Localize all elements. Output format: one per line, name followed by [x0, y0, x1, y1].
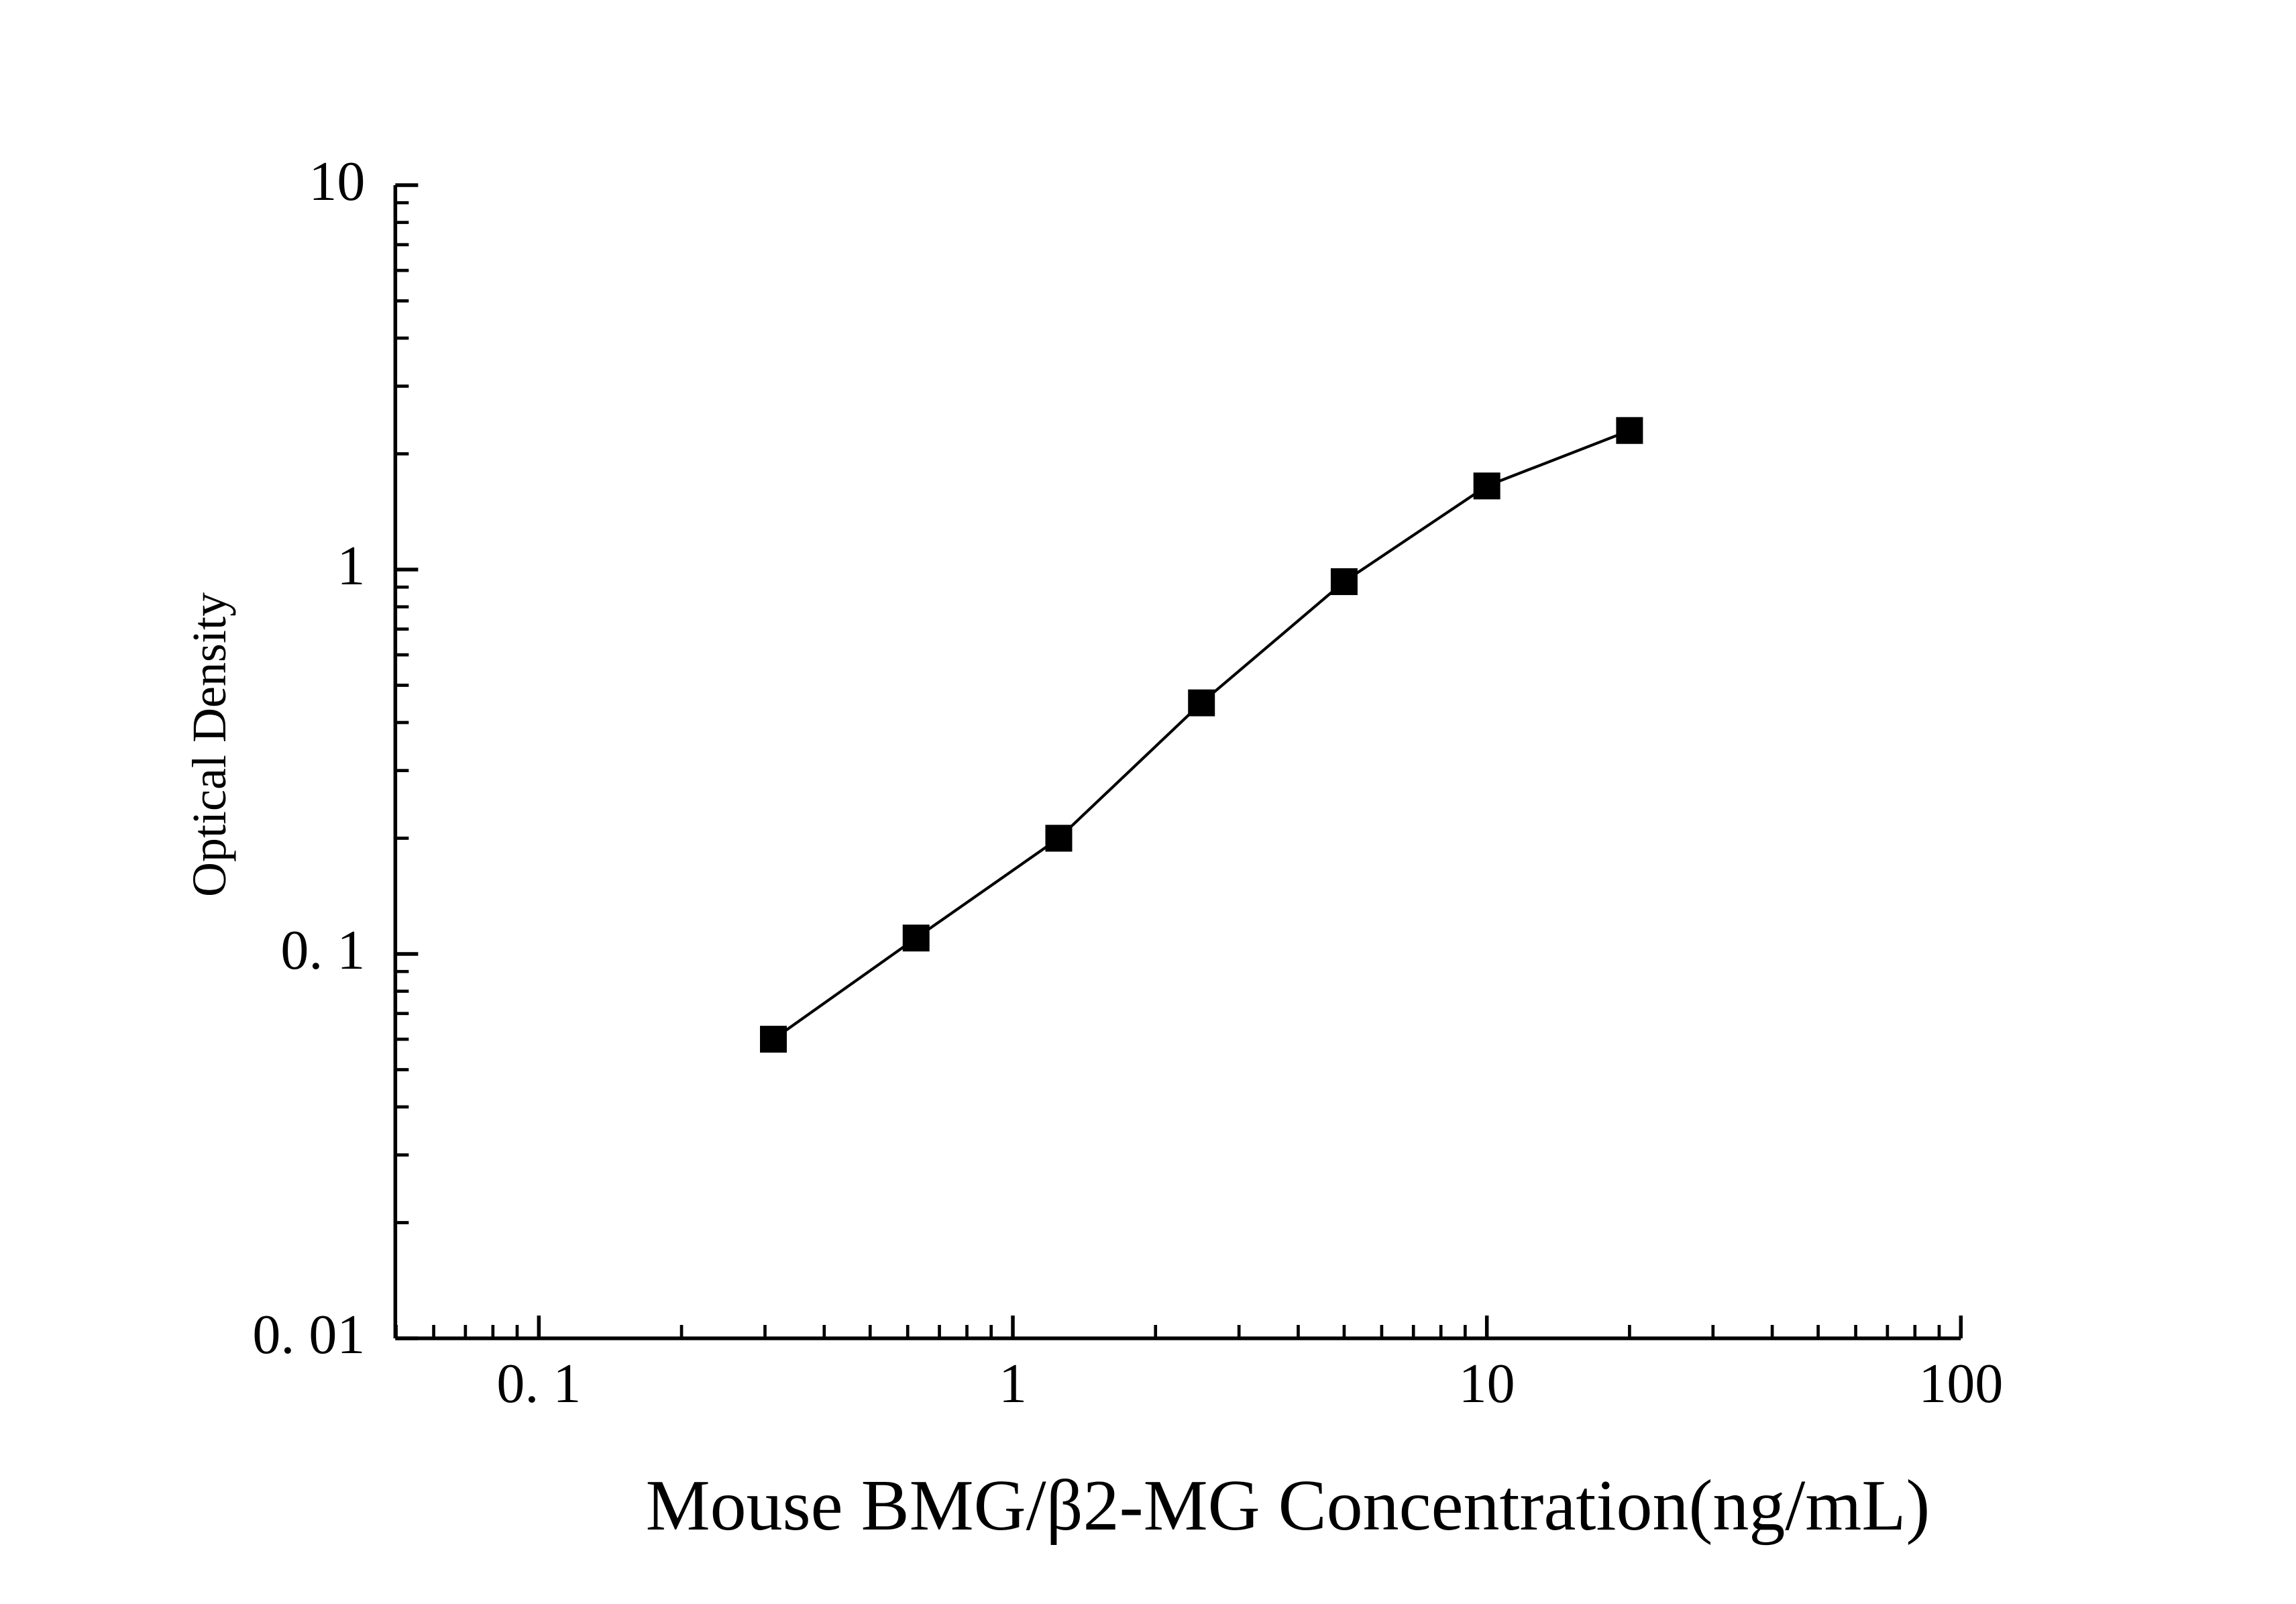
- svg-text:Optical Density: Optical Density: [182, 592, 236, 897]
- svg-text:1: 1: [999, 1352, 1027, 1415]
- svg-text:10: 10: [309, 150, 365, 213]
- svg-text:0. 1: 0. 1: [280, 919, 365, 981]
- svg-text:10: 10: [1459, 1352, 1515, 1415]
- svg-text:0. 01: 0. 01: [252, 1303, 365, 1366]
- svg-text:1: 1: [337, 535, 365, 597]
- svg-text:Mouse BMG/β2-MG Concentration(: Mouse BMG/β2-MG Concentration(ng/mL): [646, 1466, 1930, 1546]
- svg-text:100: 100: [1918, 1352, 2003, 1415]
- svg-text:0. 1: 0. 1: [496, 1352, 581, 1415]
